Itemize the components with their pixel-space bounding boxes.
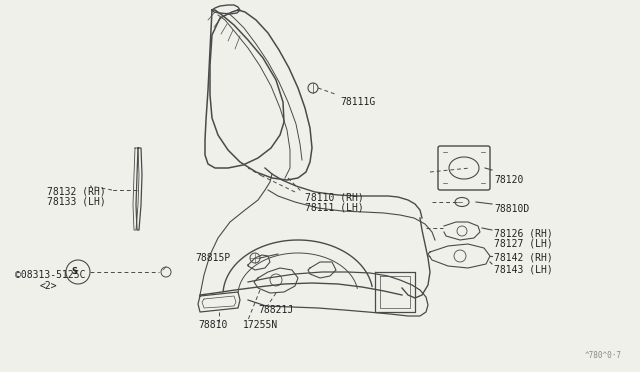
Text: 78143 (LH): 78143 (LH)	[494, 264, 553, 274]
Text: 17255N: 17255N	[243, 320, 278, 330]
Text: 78132 (RH): 78132 (RH)	[47, 186, 106, 196]
Text: S: S	[71, 267, 77, 276]
Text: 78110 (RH): 78110 (RH)	[305, 192, 364, 202]
Text: 78142 (RH): 78142 (RH)	[494, 253, 553, 263]
Text: 78810: 78810	[198, 320, 227, 330]
Text: 78815P: 78815P	[195, 253, 230, 263]
Text: 78133 (LH): 78133 (LH)	[47, 197, 106, 207]
Text: 78111G: 78111G	[340, 97, 375, 107]
Text: 78821J: 78821J	[258, 305, 293, 315]
Text: ^780^0·7: ^780^0·7	[585, 351, 622, 360]
Text: 78126 (RH): 78126 (RH)	[494, 228, 553, 238]
Text: 78120: 78120	[494, 175, 524, 185]
Text: <2>: <2>	[40, 281, 58, 291]
Text: 78810D: 78810D	[494, 204, 529, 214]
Text: 78111 (LH): 78111 (LH)	[305, 203, 364, 213]
Text: 78127 (LH): 78127 (LH)	[494, 239, 553, 249]
Text: ©08313-5125C: ©08313-5125C	[15, 270, 86, 280]
